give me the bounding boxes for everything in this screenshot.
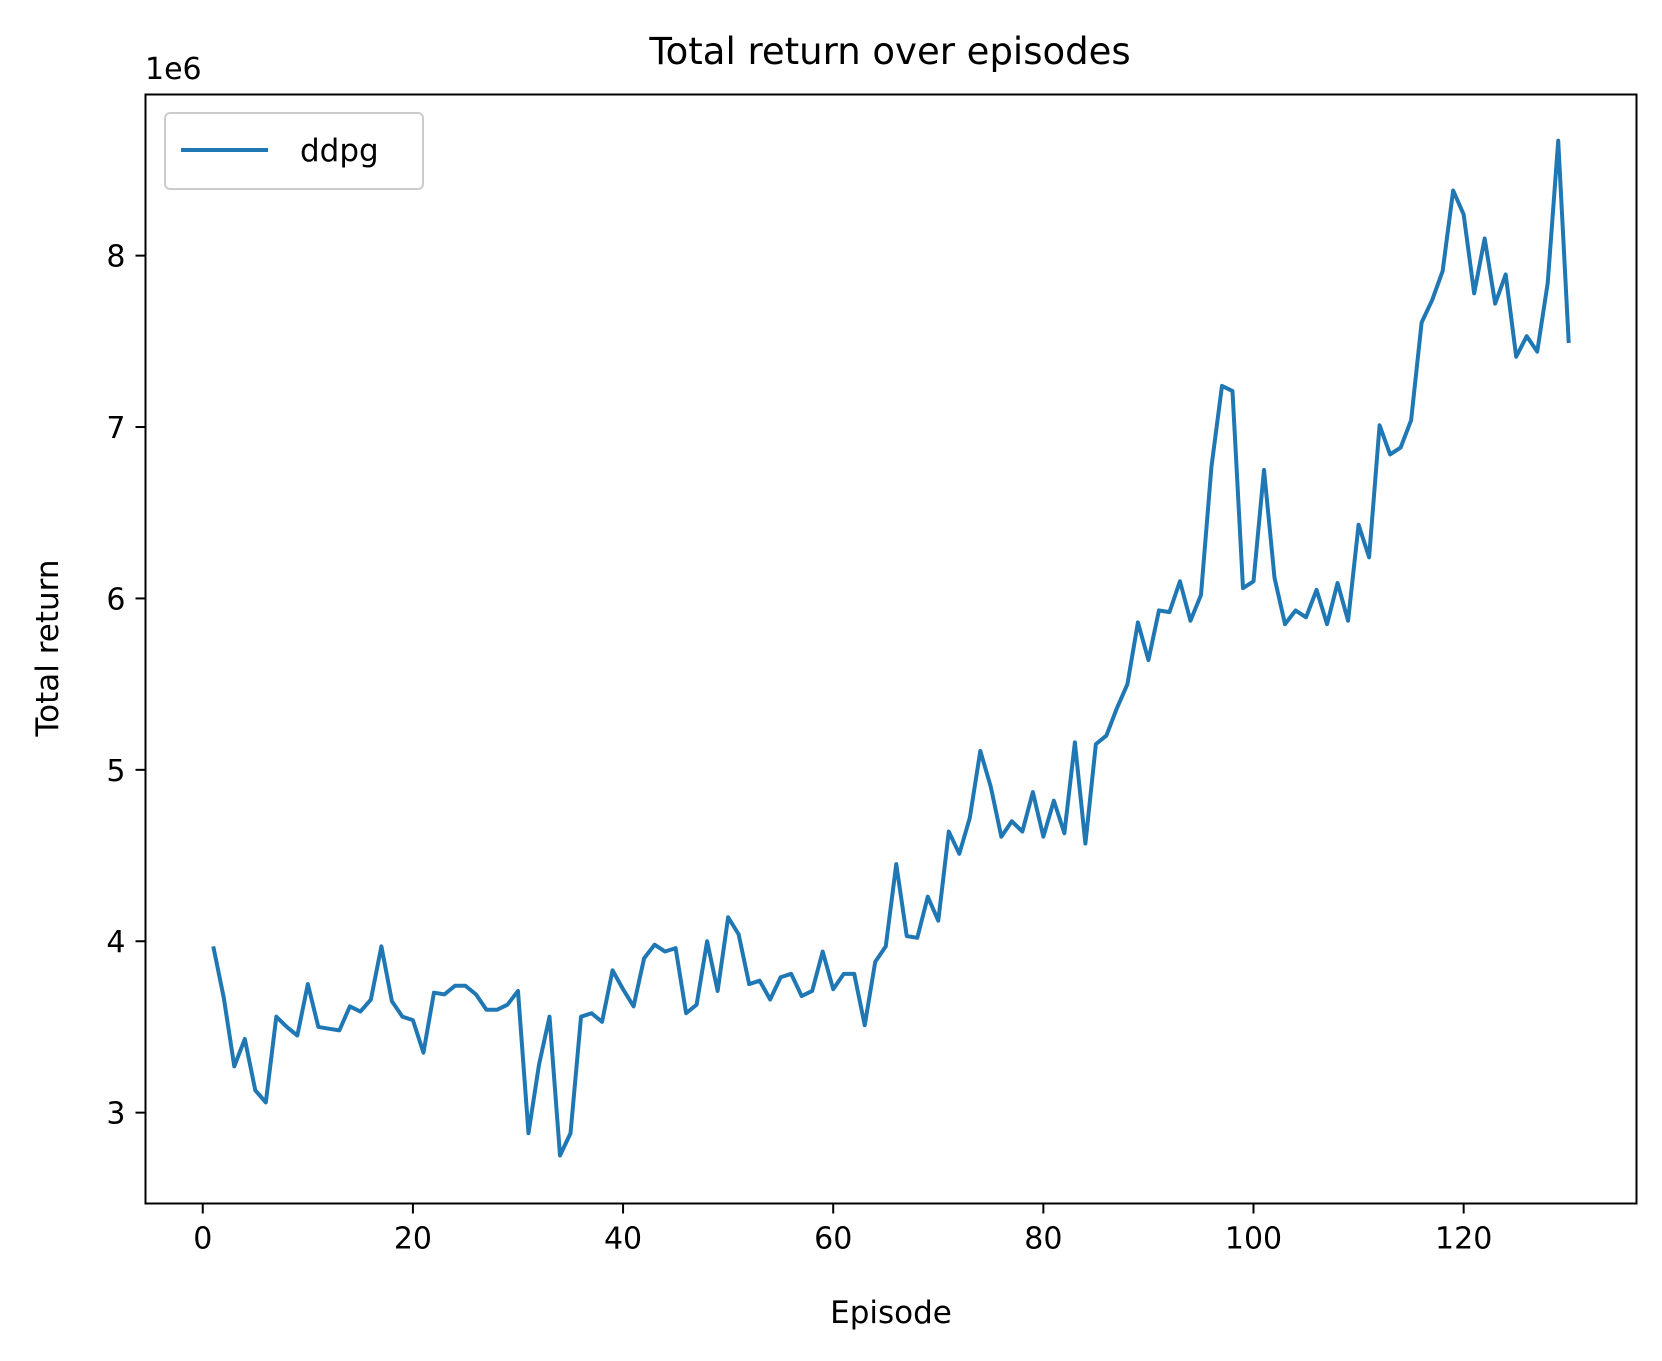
x-tick-label: 60 <box>814 1222 852 1257</box>
x-tick-label: 20 <box>394 1222 432 1257</box>
legend-box <box>164 112 424 190</box>
legend-label-ddpg: ddpg <box>300 133 379 169</box>
y-axis-title: Total return <box>30 559 66 737</box>
x-tick-label: 100 <box>1225 1222 1282 1257</box>
x-tick-label: 120 <box>1435 1222 1492 1257</box>
series-line-ddpg <box>211 138 1571 1158</box>
legend: ddpg <box>164 112 424 190</box>
y-tick-label: 8 <box>106 240 125 275</box>
x-axis-title: Episode <box>830 1295 952 1331</box>
plot-area-frame <box>144 93 1638 1205</box>
y-axis-offset-label: 1e6 <box>145 52 202 87</box>
chart-title: Total return over episodes <box>648 30 1130 73</box>
x-tick-label: 80 <box>1024 1222 1062 1257</box>
series-layer <box>211 138 1571 1158</box>
x-tick-label: 40 <box>604 1222 642 1257</box>
x-tick-label: 0 <box>193 1222 212 1257</box>
x-axis: 0 20 40 60 80 100 120 <box>193 1203 1492 1257</box>
y-tick-label: 5 <box>106 754 125 789</box>
y-tick-label: 4 <box>106 925 125 960</box>
y-tick-label: 3 <box>106 1097 125 1132</box>
y-axis: 3 4 5 6 7 8 <box>106 240 146 1132</box>
y-tick-label: 6 <box>106 582 125 617</box>
y-tick-label: 7 <box>106 411 125 446</box>
